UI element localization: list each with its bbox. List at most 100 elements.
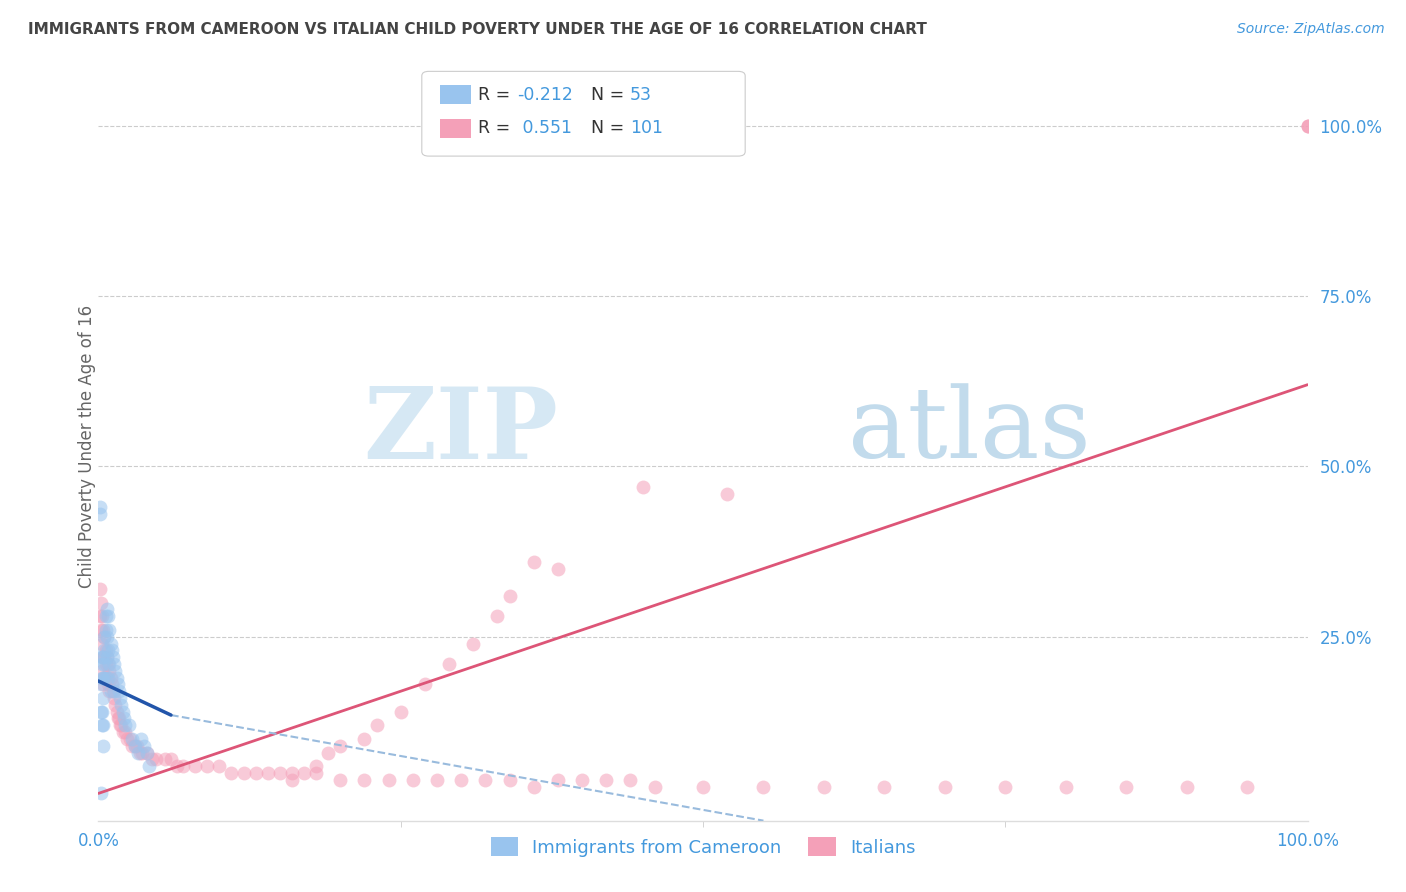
Point — [89, 582, 111, 596]
Text: R =: R = — [478, 86, 516, 103]
Legend: Immigrants from Cameroon, Italians: Immigrants from Cameroon, Italians — [484, 830, 922, 864]
Point — [134, 739, 156, 753]
Point — [98, 657, 121, 671]
Point — [94, 643, 117, 657]
Point — [101, 684, 124, 698]
Point — [94, 609, 117, 624]
Point — [94, 657, 117, 671]
Text: 53: 53 — [630, 86, 652, 103]
Point — [97, 677, 120, 691]
Point — [111, 705, 134, 719]
Point — [96, 602, 118, 616]
Point — [114, 718, 136, 732]
Point — [105, 671, 128, 685]
Point — [166, 759, 188, 773]
Point — [129, 731, 152, 746]
Point — [91, 739, 114, 753]
Point — [153, 752, 176, 766]
Point — [93, 657, 115, 671]
Y-axis label: Child Poverty Under the Age of 16: Child Poverty Under the Age of 16 — [79, 304, 96, 588]
Point — [89, 507, 111, 521]
Point — [813, 780, 835, 794]
Text: Source: ZipAtlas.com: Source: ZipAtlas.com — [1237, 22, 1385, 37]
Point — [692, 780, 714, 794]
Point — [118, 718, 141, 732]
Point — [124, 739, 146, 753]
Point — [91, 650, 114, 665]
Point — [91, 623, 114, 637]
Point — [128, 746, 150, 760]
Point — [498, 772, 520, 787]
Point — [91, 650, 114, 665]
Point — [256, 766, 278, 780]
Point — [100, 684, 122, 698]
Text: ZIP: ZIP — [363, 383, 558, 480]
Point — [135, 746, 157, 760]
Point — [160, 752, 183, 766]
Point — [110, 698, 132, 712]
Point — [98, 684, 121, 698]
Point — [329, 772, 352, 787]
Point — [107, 711, 129, 725]
Point — [619, 772, 641, 787]
Point — [145, 752, 167, 766]
Point — [96, 671, 118, 685]
Point — [1296, 119, 1319, 133]
Point — [91, 691, 114, 706]
Point — [716, 486, 738, 500]
Point — [93, 671, 115, 685]
Point — [98, 623, 121, 637]
Point — [100, 671, 122, 685]
Point — [631, 480, 654, 494]
Point — [90, 677, 112, 691]
Point — [124, 739, 146, 753]
Point — [108, 691, 131, 706]
Text: N =: N = — [591, 119, 630, 136]
Point — [98, 664, 121, 678]
Point — [994, 780, 1017, 794]
Point — [108, 711, 131, 725]
Point — [281, 772, 304, 787]
Point — [93, 650, 115, 665]
Point — [486, 609, 509, 624]
Point — [127, 746, 149, 760]
Point — [135, 746, 157, 760]
Point — [1175, 780, 1198, 794]
Point — [1054, 780, 1077, 794]
Point — [118, 731, 141, 746]
Point — [873, 780, 896, 794]
Point — [112, 711, 135, 725]
Point — [208, 759, 231, 773]
Point — [104, 698, 127, 712]
Point — [91, 650, 114, 665]
Point — [353, 772, 375, 787]
Point — [97, 671, 120, 685]
Point — [89, 609, 111, 624]
Point — [121, 731, 143, 746]
Point — [353, 731, 375, 746]
Point — [131, 746, 153, 760]
Point — [172, 759, 194, 773]
Point — [269, 766, 291, 780]
Point — [571, 772, 593, 787]
Point — [90, 786, 112, 800]
Point — [93, 643, 115, 657]
Point — [108, 718, 131, 732]
Point — [450, 772, 472, 787]
Point — [91, 671, 114, 685]
Point — [644, 780, 666, 794]
Point — [281, 766, 304, 780]
Point — [91, 677, 114, 691]
Point — [366, 718, 388, 732]
Point — [316, 746, 339, 760]
Point — [305, 766, 328, 780]
Point — [91, 636, 114, 650]
Text: N =: N = — [591, 86, 630, 103]
Point — [91, 609, 114, 624]
Point — [103, 691, 125, 706]
Point — [97, 657, 120, 671]
Point — [93, 671, 115, 685]
Point — [103, 657, 125, 671]
Point — [934, 780, 956, 794]
Point — [105, 705, 128, 719]
